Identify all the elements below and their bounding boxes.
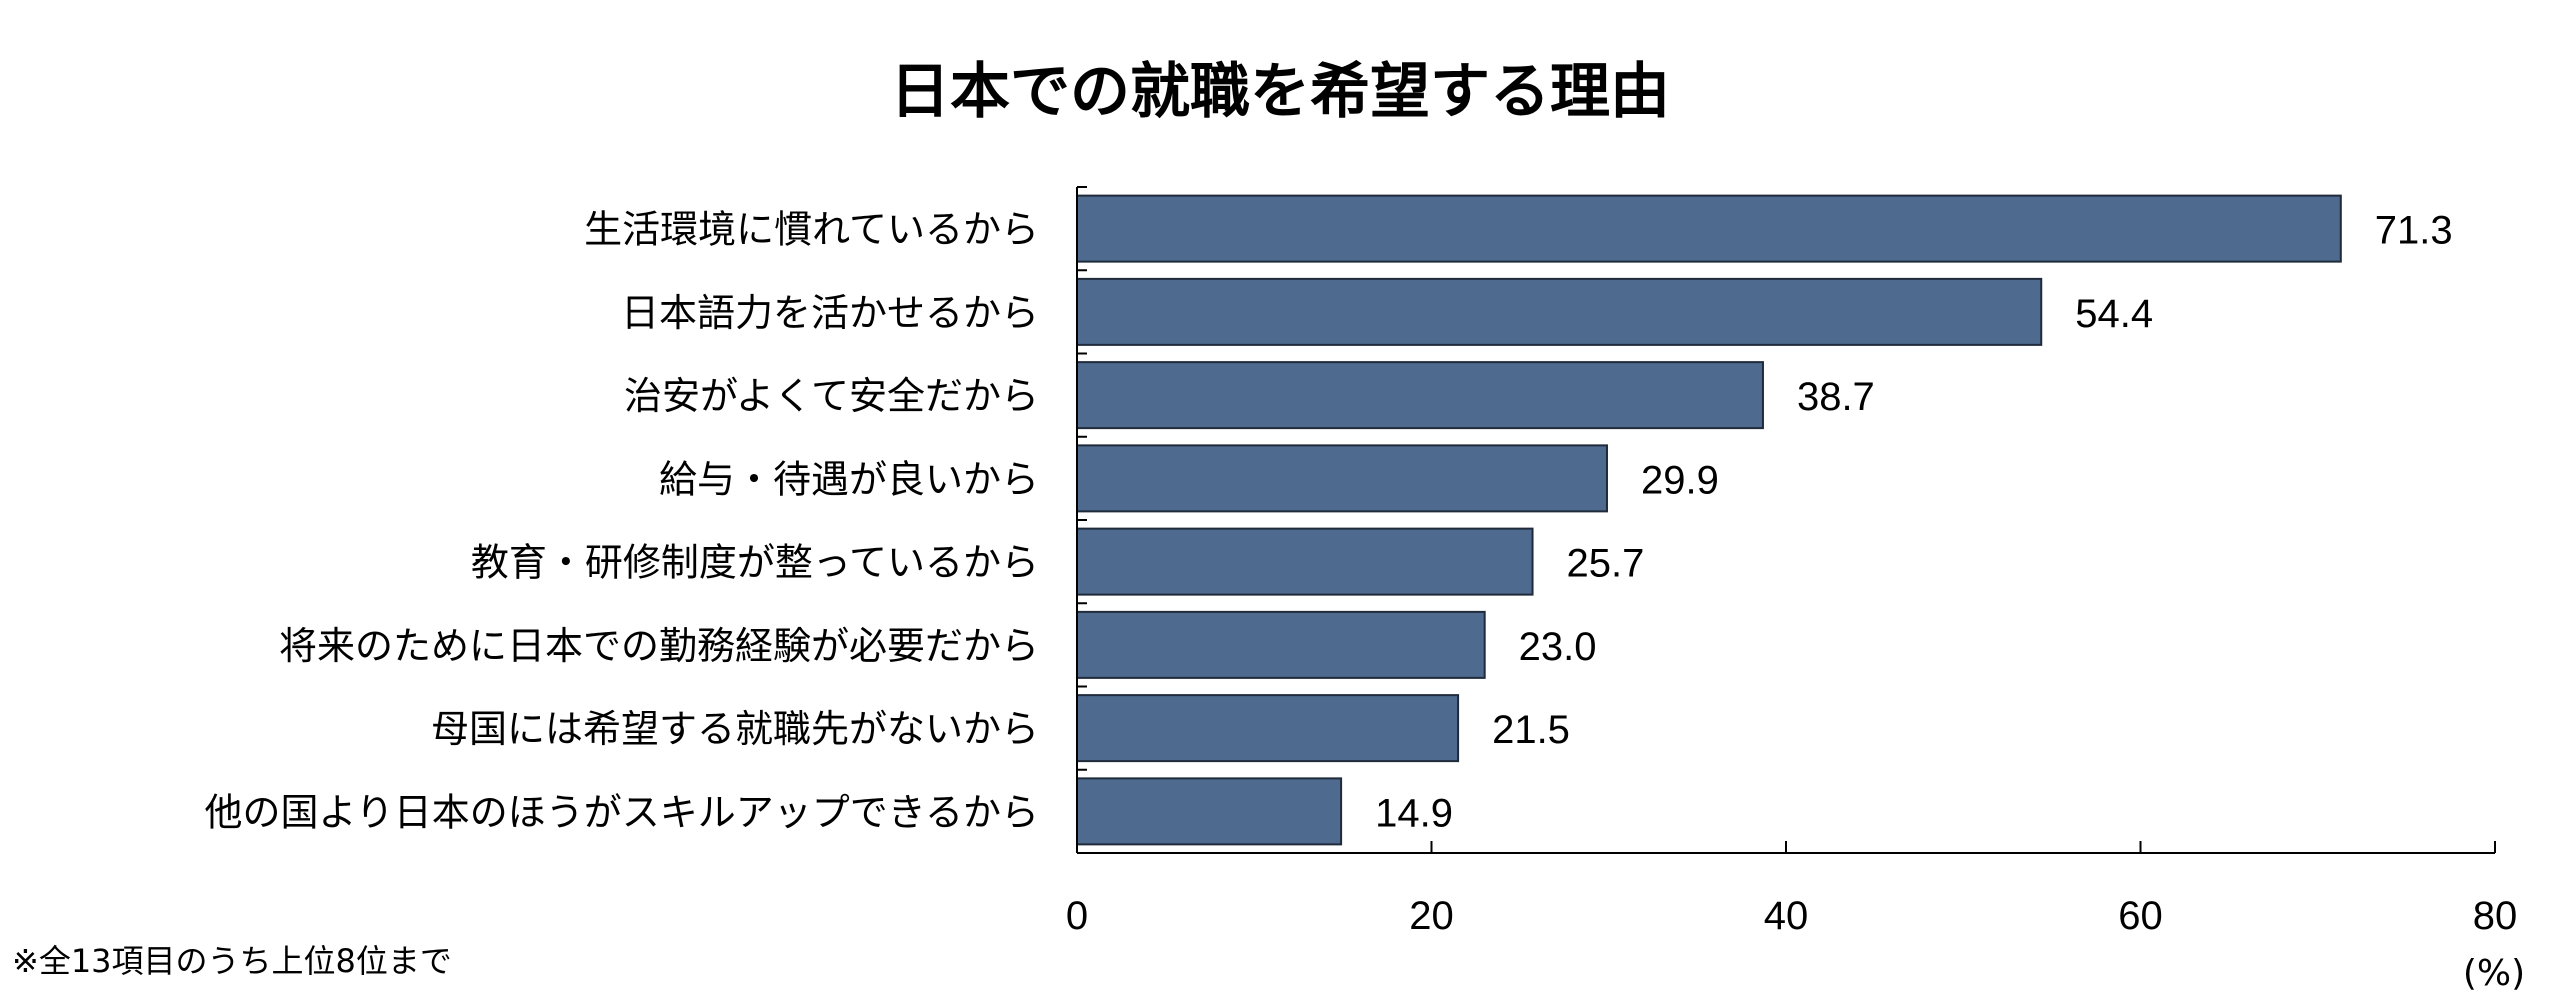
value-label-2: 54.4	[2075, 292, 2153, 336]
x-tick-label-20: 20	[1409, 894, 1454, 938]
category-label-2: 日本語力を活かせるから	[621, 291, 1039, 335]
value-label-1: 71.3	[2375, 209, 2453, 253]
value-label-5: 25.7	[1567, 542, 1645, 586]
chart-title: 日本での就職を希望する理由	[890, 57, 1670, 127]
category-label-6: 将来のために日本での勤務経験が必要だから	[279, 624, 1039, 668]
category-label-5: 教育・研修制度が整っているから	[471, 541, 1039, 585]
category-label-7: 母国には希望する就職先がないから	[431, 707, 1039, 751]
axis-layer: 0 20 40 60 80	[1066, 186, 2518, 938]
bar-1	[1076, 194, 2342, 263]
x-tick-label-40: 40	[1764, 894, 1809, 938]
value-label-4: 29.9	[1641, 458, 1719, 502]
category-label-4: 給与・待遇が良いから	[659, 457, 1039, 501]
category-label-3: 治安がよくて安全だから	[624, 374, 1039, 418]
bar-3	[1076, 361, 1764, 430]
x-tick-label-0: 0	[1066, 894, 1088, 938]
bar-4	[1076, 444, 1608, 513]
x-tick-label-60: 60	[2118, 894, 2163, 938]
bar-7	[1076, 694, 1460, 763]
bar-2	[1076, 277, 2043, 346]
value-label-8: 14.9	[1375, 791, 1453, 835]
bar-8	[1076, 777, 1343, 846]
footnote: ※全13項目のうち上位8位まで	[12, 942, 452, 980]
value-label-7: 21.5	[1492, 708, 1570, 752]
bars-layer: 生活環境に慣れているから 71.3 日本語力を活かせるから 54.4 治安がよくて安全だ…	[205, 194, 2453, 846]
bar-6	[1076, 610, 1486, 679]
x-tick-label-80: 80	[2473, 894, 2518, 938]
value-label-3: 38.7	[1797, 375, 1875, 419]
x-axis-unit-label: (%)	[2463, 953, 2525, 994]
category-label-8: 他の国より日本のほうがスキルアップできるから	[205, 790, 1039, 834]
bar-5	[1076, 527, 1534, 596]
value-label-6: 23.0	[1519, 625, 1597, 669]
category-label-1: 生活環境に慣れているから	[584, 208, 1039, 252]
